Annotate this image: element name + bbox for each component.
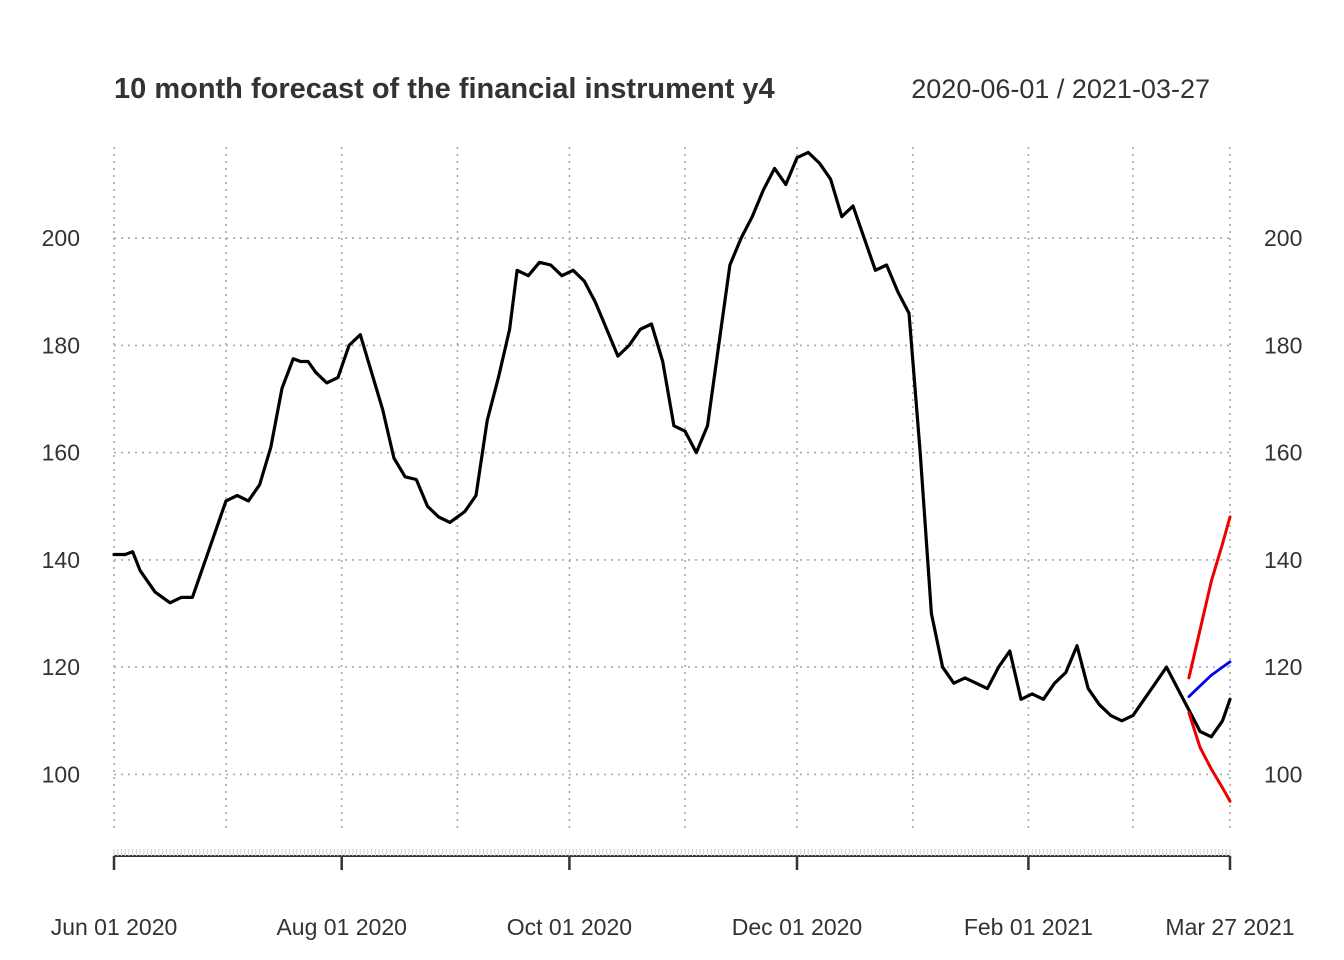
- horizontal-grid: [114, 237, 1230, 776]
- y-tick-label-right: 200: [1264, 225, 1302, 251]
- y-tick-label-left: 100: [42, 761, 80, 787]
- x-tick-label: Dec 01 2020: [732, 914, 862, 940]
- y-tick-label-right: 140: [1264, 547, 1302, 573]
- y-tick-label-right: 120: [1264, 654, 1302, 680]
- x-tick-label: Mar 27 2021: [1165, 914, 1294, 940]
- y-tick-label-right: 160: [1264, 440, 1302, 466]
- x-tick-label: Aug 01 2020: [276, 914, 406, 940]
- x-tick-label: Feb 01 2021: [964, 914, 1093, 940]
- chart-title: 10 month forecast of the financial instr…: [114, 73, 775, 105]
- y-tick-label-left: 120: [42, 654, 80, 680]
- x-tick-label: Jun 01 2020: [51, 914, 178, 940]
- y-tick-label-left: 140: [42, 547, 80, 573]
- vertical-grid: [113, 147, 1231, 828]
- x-tick-label: Oct 01 2020: [507, 914, 632, 940]
- left-y-axis-labels: 100 120 140 160 180 200: [42, 225, 80, 787]
- y-tick-label-left: 180: [42, 332, 80, 358]
- series-line-forecast: [1187, 660, 1232, 698]
- series-line-actual: [112, 150, 1232, 739]
- series-layer: [112, 150, 1232, 803]
- date-range-label: 2020-06-01 / 2021-03-27: [911, 74, 1210, 104]
- right-y-axis-labels: 100 120 140 160 180 200: [1264, 225, 1302, 787]
- y-tick-label-left: 200: [42, 225, 80, 251]
- x-axis: Jun 01 2020 Aug 01 2020 Oct 01 2020 Dec 01 …: [51, 849, 1295, 940]
- y-tick-label-right: 180: [1264, 332, 1302, 358]
- y-tick-label-right: 100: [1264, 761, 1302, 787]
- series-line-upper: [1187, 515, 1232, 680]
- series-line-lower: [1187, 711, 1232, 803]
- y-tick-label-left: 160: [42, 440, 80, 466]
